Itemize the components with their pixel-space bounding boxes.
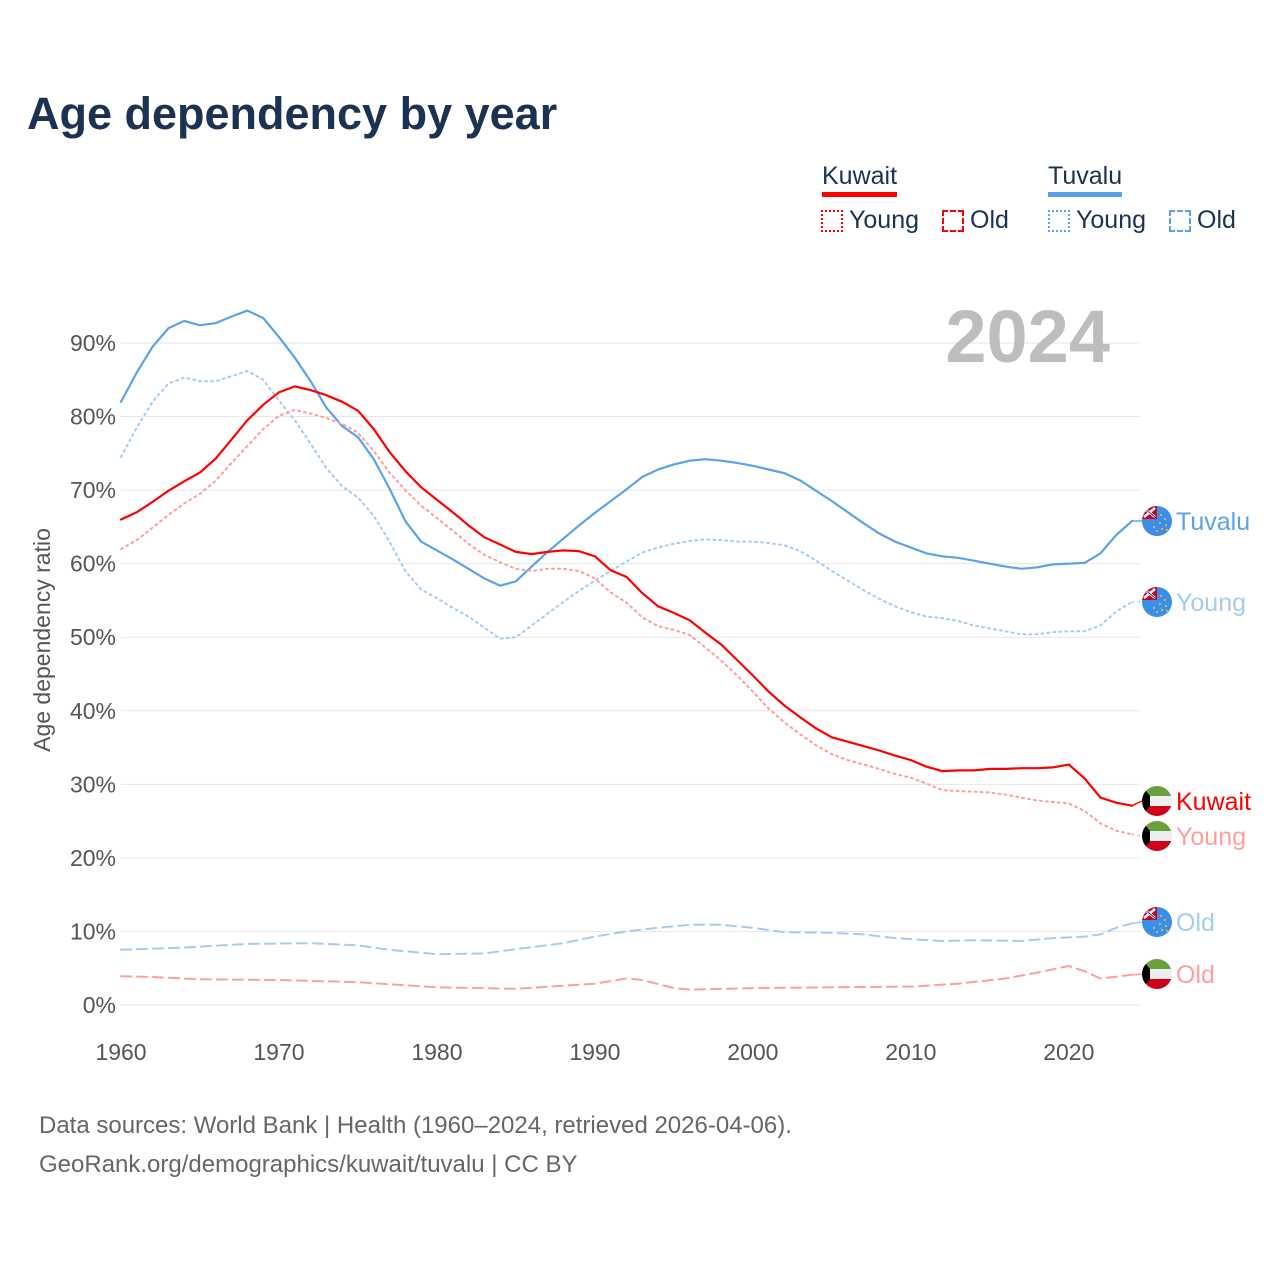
dashed-swatch-icon bbox=[1169, 209, 1191, 232]
end-label: Kuwait bbox=[1176, 788, 1251, 816]
x-tick-label: 1970 bbox=[253, 1039, 304, 1065]
legend-kuwait-young-label: Young bbox=[849, 206, 919, 234]
end-label: Young bbox=[1176, 823, 1246, 851]
end-label: Young bbox=[1176, 589, 1246, 617]
x-tick-label: 1980 bbox=[411, 1039, 462, 1065]
legend-tuvalu-young-label: Young bbox=[1076, 206, 1146, 234]
end-connector bbox=[1131, 800, 1143, 807]
y-tick-label: 10% bbox=[70, 918, 116, 944]
tuvalu-flag-icon bbox=[1142, 587, 1172, 617]
legend-kuwait[interactable]: Kuwait bbox=[822, 162, 898, 199]
y-tick-label: 60% bbox=[70, 551, 116, 577]
y-tick-label: 80% bbox=[70, 404, 116, 430]
tuvalu-flag-icon bbox=[1142, 907, 1172, 937]
x-tick-label: 1990 bbox=[569, 1039, 620, 1065]
legend-kuwait-label: Kuwait bbox=[822, 162, 898, 190]
y-tick-label: 70% bbox=[70, 477, 116, 503]
y-tick-label: 30% bbox=[70, 771, 116, 797]
legend-tuvalu-old-label: Old bbox=[1197, 206, 1236, 234]
y-tick-label: 50% bbox=[70, 624, 116, 650]
series-line-tuvalu-old[interactable] bbox=[120, 922, 1133, 956]
legend-tuvalu-old[interactable]: Old bbox=[1169, 206, 1236, 235]
series-line-kuwait-old[interactable] bbox=[120, 964, 1133, 991]
chart-title: Age dependency by year bbox=[27, 88, 558, 139]
legend-kuwait-young[interactable]: Young bbox=[821, 206, 919, 235]
end-label: Tuvalu bbox=[1176, 508, 1250, 536]
dashed-swatch-icon bbox=[942, 209, 964, 232]
end-connector bbox=[1131, 833, 1143, 837]
series-line-kuwait[interactable] bbox=[119, 385, 1134, 807]
kuwait-flag-icon bbox=[1142, 959, 1172, 989]
y-tick-label: 0% bbox=[83, 992, 116, 1018]
legend-tuvalu-label: Tuvalu bbox=[1048, 162, 1123, 190]
x-tick-label: 2020 bbox=[1043, 1039, 1094, 1065]
y-tick-label: 20% bbox=[70, 845, 116, 871]
series-line-kuwait-young[interactable] bbox=[120, 408, 1133, 836]
x-tick-label: 1960 bbox=[95, 1039, 146, 1065]
series-line-tuvalu-young[interactable] bbox=[120, 369, 1133, 640]
dotted-swatch-icon bbox=[821, 209, 843, 232]
tuvalu-flag-icon bbox=[1142, 506, 1172, 536]
footer: Data sources: World Bank | Health (1960–… bbox=[39, 1106, 792, 1184]
year-label: 2024 bbox=[945, 295, 1110, 378]
legend-tuvalu-young[interactable]: Young bbox=[1048, 206, 1146, 235]
legend-tuvalu-swatch bbox=[1048, 192, 1123, 197]
kuwait-flag-icon bbox=[1142, 786, 1172, 816]
data-source-text: Data sources: World Bank | Health (1960–… bbox=[39, 1112, 792, 1139]
legend-tuvalu[interactable]: Tuvalu bbox=[1048, 162, 1123, 199]
legend-kuwait-old[interactable]: Old bbox=[942, 206, 1009, 235]
kuwait-flag-icon bbox=[1142, 821, 1172, 851]
source-url-text: GeoRank.org/demographics/kuwait/tuvalu |… bbox=[39, 1151, 578, 1178]
legend-kuwait-old-label: Old bbox=[970, 206, 1009, 234]
y-tick-label: 90% bbox=[70, 330, 116, 356]
legend-kuwait-swatch bbox=[822, 192, 898, 197]
end-label: Old bbox=[1176, 961, 1215, 989]
x-tick-label: 2010 bbox=[885, 1039, 936, 1065]
y-tick-label: 40% bbox=[70, 698, 116, 724]
end-connector bbox=[1131, 973, 1143, 976]
end-connector bbox=[1131, 921, 1143, 925]
dotted-swatch-icon bbox=[1048, 209, 1070, 232]
x-tick-label: 2000 bbox=[727, 1039, 778, 1065]
series-line-tuvalu[interactable] bbox=[119, 309, 1134, 587]
end-label: Old bbox=[1176, 909, 1215, 937]
y-axis-label: Age dependency ratio bbox=[29, 528, 55, 752]
